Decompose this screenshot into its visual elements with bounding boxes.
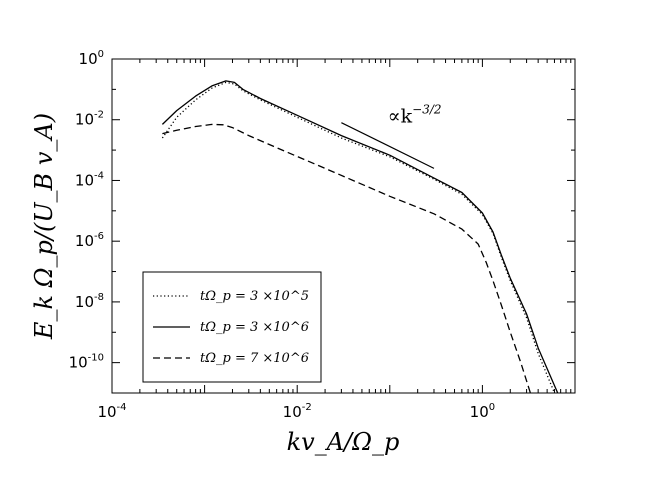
series-solid-line [161,80,559,393]
y-tick-label: 10-8 [75,292,104,311]
y-tick-label: 100 [79,49,104,68]
y-tick-label-exp: -6 [94,231,104,242]
x-tick-label-base: 10 [470,403,489,421]
y-tick-label-base: 10 [75,111,94,129]
y-tick-label: 10-2 [75,110,104,129]
y-tick-label-base: 10 [75,293,94,311]
reference-label: ∝k−3/2 [388,103,442,128]
y-tick-label: 10-6 [75,231,104,250]
x-tick-labels: 10-4 10-2 100 [97,402,495,421]
y-tick-label: 10-10 [69,353,104,372]
series-dotted-line [161,81,556,393]
y-tick-label: 10-4 [75,170,104,189]
reference-slope: ∝k−3/2 [341,103,442,169]
y-tick-label-exp: 0 [98,49,104,60]
legend-label-2: tΩ_p = 7 ×10^6 [200,351,309,366]
y-tick-label-exp: -10 [88,353,104,364]
y-tick-label-base: 10 [79,50,98,68]
x-tick-label: 10-2 [283,402,312,421]
reference-label-exp: −3/2 [412,103,441,117]
legend-label-1: tΩ_p = 3 ×10^6 [200,320,309,335]
legend-label-0: tΩ_p = 3 ×10^5 [200,289,309,304]
x-tick-label: 100 [470,402,495,421]
y-tick-label-exp: -4 [94,170,104,181]
x-tick-label-base: 10 [283,403,302,421]
reference-line [341,122,435,169]
y-tick-label-exp: -2 [94,110,104,121]
x-tick-label: 10-4 [97,402,126,421]
y-axis-label: E_k Ω_p/(U_B v_A) [30,113,58,340]
y-tick-label-exp: -8 [94,292,104,303]
x-tick-label-base: 10 [97,403,116,421]
series-dashed-line [162,123,532,393]
y-tick-label-base: 10 [75,232,94,250]
x-tick-label-exp: -2 [302,402,312,413]
legend: tΩ_p = 3 ×10^5 tΩ_p = 3 ×10^6 tΩ_p = 7 ×… [142,271,322,383]
x-tick-label-exp: -4 [117,402,127,413]
data-series [161,80,559,393]
axis-ticks [111,58,576,394]
y-tick-label-base: 10 [75,171,94,189]
reference-label-prefix: ∝k [388,106,413,128]
x-axis-label: kv_A/Ω_p [287,428,400,456]
y-tick-label-base: 10 [69,354,88,372]
x-tick-label-exp: 0 [489,402,495,413]
